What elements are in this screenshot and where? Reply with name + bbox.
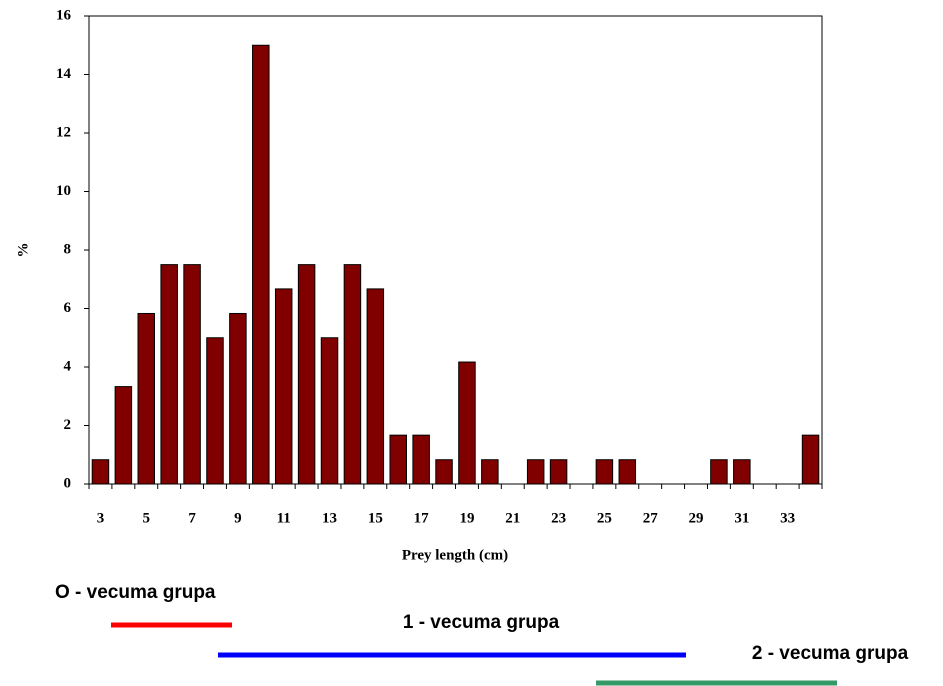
bar [595, 459, 614, 485]
bar [320, 337, 339, 485]
x-tick-label: 19 [459, 510, 474, 526]
x-tick-label: 31 [734, 510, 749, 526]
bar [435, 459, 453, 485]
bar [343, 264, 362, 485]
y-tick-label: 16 [56, 7, 72, 23]
y-tick-label: 8 [64, 241, 72, 257]
bar [618, 459, 637, 485]
group-label: O - vecuma grupa [55, 582, 216, 603]
bar [733, 459, 751, 485]
x-tick-label: 11 [277, 510, 291, 526]
x-tick-label: 9 [234, 510, 242, 526]
bar [160, 264, 178, 485]
bar [481, 459, 499, 485]
bar [229, 312, 247, 485]
x-tick-label: 7 [188, 510, 196, 526]
x-tick-label: 25 [597, 510, 612, 526]
x-axis-label: Prey length (cm) [402, 547, 508, 563]
y-tick-label: 0 [64, 475, 72, 491]
bar [366, 288, 385, 485]
x-tick-label: 17 [414, 510, 430, 526]
x-tick-label: 33 [780, 510, 795, 526]
y-tick-label: 14 [56, 66, 72, 82]
bar [297, 264, 316, 485]
bar [274, 288, 293, 485]
x-tick-label: 13 [322, 510, 337, 526]
y-tick-label: 2 [64, 417, 72, 433]
bar [801, 434, 820, 485]
y-axis-label: % [15, 243, 31, 258]
y-tick-label: 4 [64, 358, 72, 374]
x-tick-label: 27 [643, 510, 659, 526]
bar [91, 459, 110, 485]
bar [206, 337, 224, 485]
bar [183, 264, 201, 485]
x-tick-label: 5 [143, 510, 151, 526]
x-tick-label: 29 [689, 510, 704, 526]
bar [526, 459, 545, 485]
x-tick-label: 21 [505, 510, 520, 526]
bar [252, 44, 270, 485]
bar [137, 312, 156, 485]
bar [549, 459, 568, 485]
bar [114, 386, 133, 485]
bar [389, 434, 407, 485]
bar [458, 361, 476, 485]
bar [412, 434, 430, 485]
x-tick-label: 23 [551, 510, 566, 526]
y-tick-label: 6 [64, 300, 72, 316]
x-tick-label: 15 [368, 510, 383, 526]
group-label: 1 - vecuma grupa [403, 612, 560, 633]
group-label: 2 - vecuma grupa [752, 643, 909, 664]
x-tick-label: 3 [97, 510, 105, 526]
y-tick-label: 10 [56, 183, 71, 199]
bar [710, 459, 728, 485]
y-tick-label: 12 [56, 124, 71, 140]
